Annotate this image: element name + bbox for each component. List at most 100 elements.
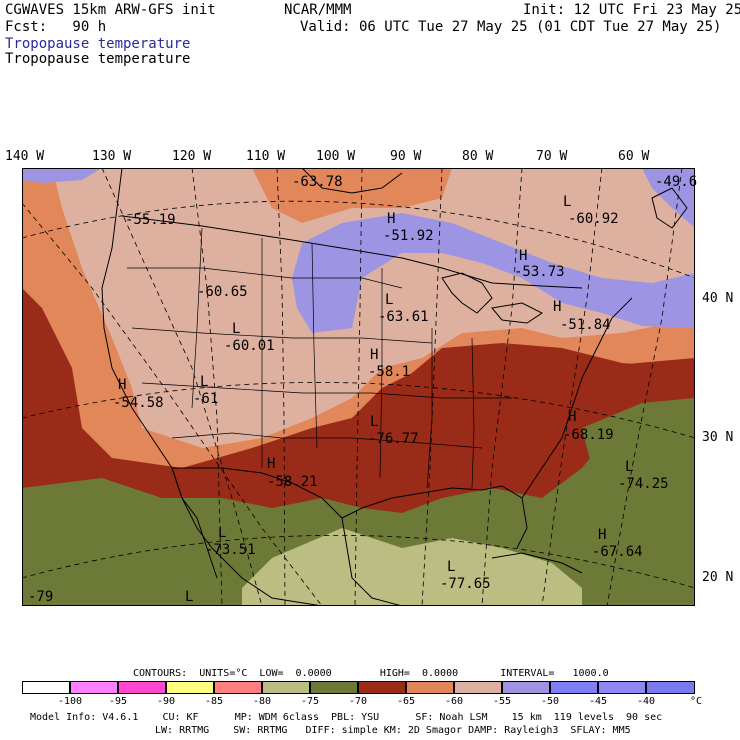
colorbar-swatch bbox=[166, 681, 214, 694]
extremum-type: L bbox=[385, 292, 394, 308]
extremum-type: L bbox=[625, 459, 634, 475]
colorbar-label: -55 bbox=[493, 696, 512, 707]
extremum-label: -74.25 bbox=[618, 476, 669, 492]
extremum-type: L bbox=[218, 525, 227, 541]
cuba bbox=[491, 552, 583, 574]
colorbar-label: -95 bbox=[109, 696, 128, 707]
lat-label: 20 N bbox=[702, 570, 734, 585]
mexico-coast bbox=[211, 547, 323, 606]
extremum-type: H bbox=[370, 347, 379, 363]
extremum-type: L bbox=[370, 414, 379, 430]
colorbar-swatch bbox=[406, 681, 454, 694]
state-boundary bbox=[127, 267, 403, 289]
colorbar-label: -65 bbox=[397, 696, 416, 707]
extremum-label: -60.92 bbox=[568, 211, 619, 227]
field-title-secondary: Tropopause temperature bbox=[5, 51, 191, 67]
graticule-line bbox=[101, 168, 263, 606]
tropopause-temperature-map bbox=[22, 168, 695, 606]
init-time: Init: 12 UTC Fri 23 May 25 bbox=[523, 2, 740, 18]
graticule-line bbox=[191, 168, 223, 606]
graticule-line bbox=[421, 168, 443, 606]
mexico-gulf-coast bbox=[341, 517, 403, 606]
hudson-bay-coast bbox=[301, 168, 403, 194]
extremum-type: H bbox=[118, 377, 127, 393]
field-title-primary: Tropopause temperature bbox=[5, 36, 191, 52]
extremum-label: -73.51 bbox=[205, 542, 256, 558]
physics-info: LW: RRTMG SW: RRTMG DIFF: simple KM: 2D … bbox=[155, 725, 631, 736]
model-title: CGWAVES 15km ARW-GFS init bbox=[5, 2, 216, 18]
extremum-label: -51.92 bbox=[383, 228, 434, 244]
colorbar-swatch bbox=[646, 681, 695, 694]
graticule-line bbox=[22, 534, 695, 589]
extremum-label: -55.19 bbox=[125, 212, 176, 228]
band-northeast-purple bbox=[642, 168, 695, 228]
colorbar-label: -90 bbox=[157, 696, 176, 707]
colorbar-swatch bbox=[454, 681, 502, 694]
extremum-type: H bbox=[519, 248, 528, 264]
baja-california bbox=[171, 467, 213, 549]
colorbar-swatch bbox=[550, 681, 598, 694]
us-mexico-border bbox=[172, 467, 343, 519]
us-canada-border bbox=[121, 215, 583, 289]
band-northwest-purple bbox=[22, 168, 102, 183]
map-frame bbox=[22, 168, 695, 606]
state-boundary bbox=[471, 337, 475, 489]
colorbar-swatch bbox=[310, 681, 358, 694]
state-boundary bbox=[379, 268, 383, 479]
colorbar-swatch bbox=[214, 681, 262, 694]
lon-label: 80 W bbox=[462, 149, 494, 164]
newfoundland bbox=[651, 187, 688, 229]
band-atlantic-olive bbox=[582, 398, 695, 548]
forecast-hour: Fcst: 90 h bbox=[5, 19, 107, 35]
colorbar-swatch bbox=[598, 681, 646, 694]
extremum-type: L bbox=[447, 559, 456, 575]
valid-time: Valid: 06 UTC Tue 27 May 25 (01 CDT Tue … bbox=[300, 19, 722, 35]
extremum-label: -53.73 bbox=[514, 264, 565, 280]
lon-label: 100 W bbox=[316, 149, 356, 164]
colorbar-swatch bbox=[502, 681, 550, 694]
extremum-type: L bbox=[200, 374, 209, 390]
graticule-line bbox=[481, 168, 523, 606]
extremum-label: -68.19 bbox=[563, 427, 614, 443]
band-minus45-minus50 bbox=[292, 213, 695, 333]
colorbar-swatch bbox=[358, 681, 406, 694]
center-label: NCAR/MMM bbox=[284, 2, 352, 18]
colorbar-label: -80 bbox=[253, 696, 272, 707]
graticule-line bbox=[354, 168, 363, 606]
lon-label: 110 W bbox=[246, 149, 286, 164]
extremum-label: -51.84 bbox=[560, 317, 611, 333]
extremum-label: -63.61 bbox=[378, 309, 429, 325]
colorbar-label: -45 bbox=[589, 696, 608, 707]
extremum-type: H bbox=[387, 211, 396, 227]
extremum-type: H bbox=[598, 527, 607, 543]
colorbar-label: -60 bbox=[445, 696, 464, 707]
graticule-line bbox=[606, 168, 683, 606]
lon-label: 140 W bbox=[5, 149, 45, 164]
colorbar-label: -75 bbox=[301, 696, 320, 707]
colorbar-swatch bbox=[70, 681, 118, 694]
state-boundary bbox=[311, 242, 318, 449]
extremum-label: -67.64 bbox=[592, 544, 643, 560]
graticule-line bbox=[276, 168, 286, 606]
contours-info: CONTOURS: UNITS=°C LOW= 0.0000 HIGH= 0.0… bbox=[133, 668, 609, 679]
extremum-label: -63.78 bbox=[292, 174, 343, 190]
colorbar-swatch bbox=[262, 681, 310, 694]
extremum-label: -58.1 bbox=[368, 364, 411, 380]
extremum-type: H bbox=[553, 299, 562, 315]
extremum-label: -54.58 bbox=[113, 395, 164, 411]
lon-label: 70 W bbox=[536, 149, 568, 164]
gulf-coast bbox=[341, 485, 528, 549]
us-west-coast bbox=[101, 168, 218, 579]
us-east-coast bbox=[521, 297, 633, 499]
great-lakes bbox=[491, 302, 543, 324]
extremum-label: -58.21 bbox=[267, 474, 318, 490]
extremum-label: -61 bbox=[193, 391, 219, 407]
band-minus75-minus80 bbox=[242, 528, 582, 606]
state-boundary bbox=[426, 328, 433, 489]
colorbar-label: -50 bbox=[541, 696, 560, 707]
extremum-label: -60.65 bbox=[197, 284, 248, 300]
graticule-line bbox=[541, 168, 603, 606]
graticule-line bbox=[22, 202, 323, 606]
colorbar-label: -70 bbox=[349, 696, 368, 707]
lat-label: 40 N bbox=[702, 291, 734, 306]
